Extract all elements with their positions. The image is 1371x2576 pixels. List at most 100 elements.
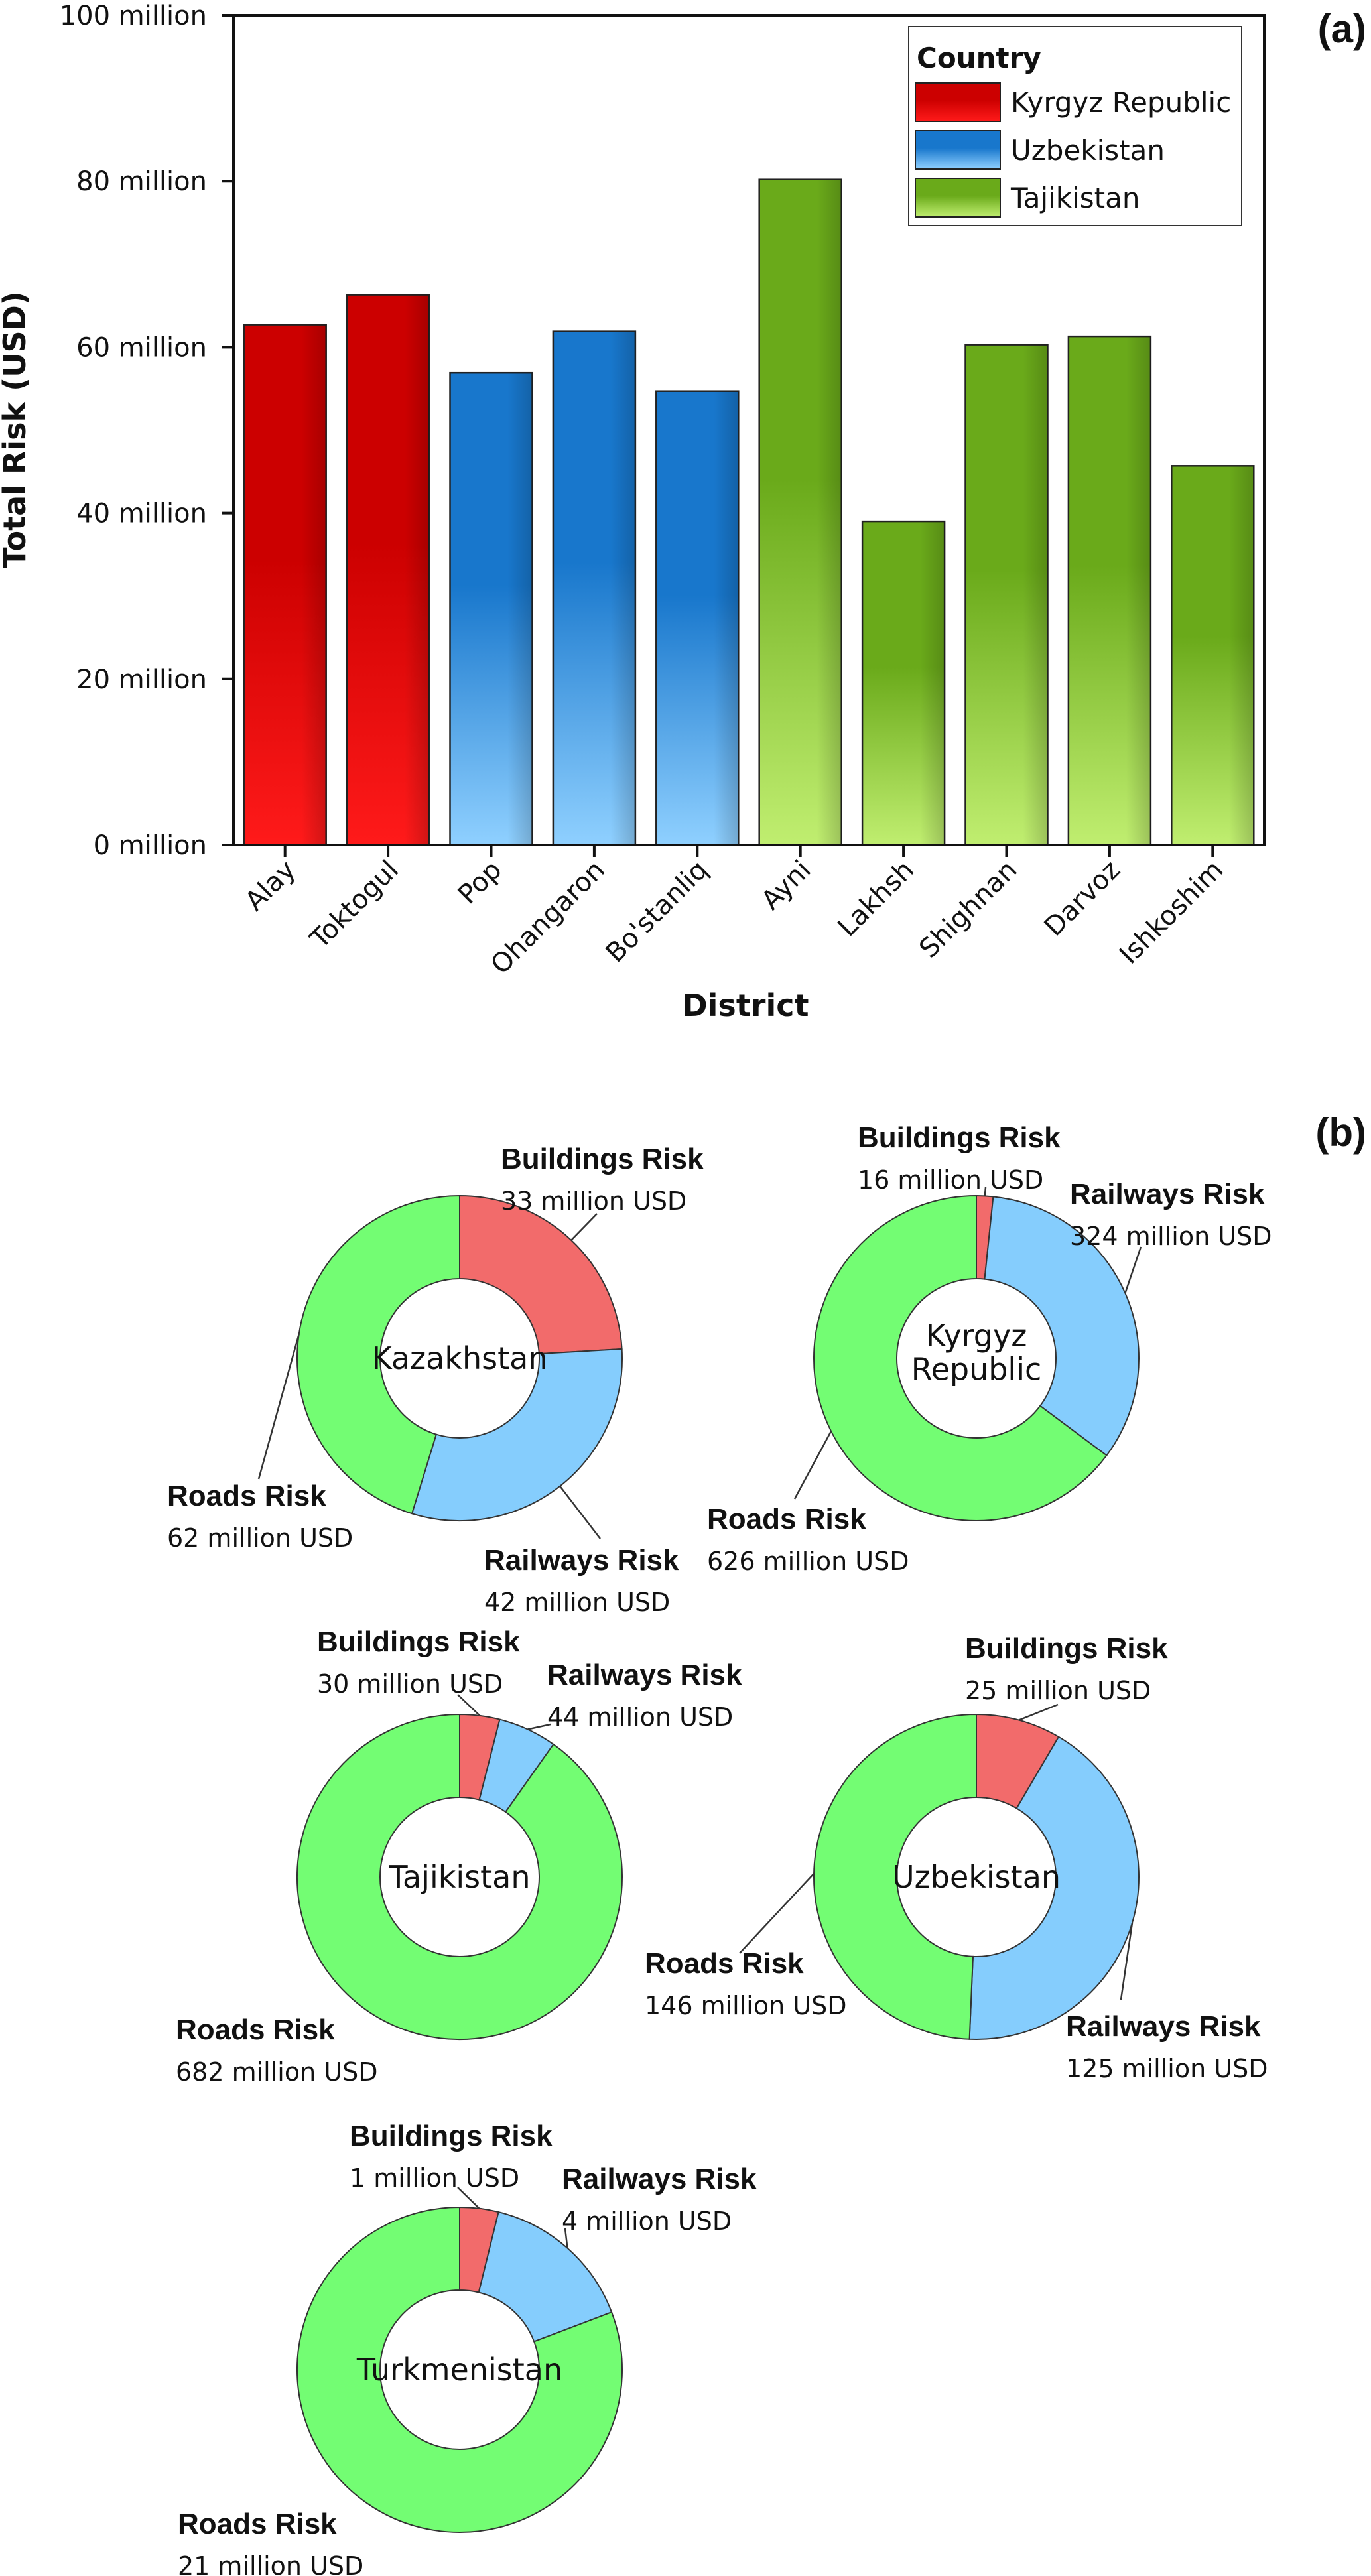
x-tick-label-darvoz: Darvoz xyxy=(1039,855,1126,942)
y-tick-label: 0 million xyxy=(94,830,207,861)
slice-value-label: 33 million USD xyxy=(501,1187,686,1216)
leader-line xyxy=(1120,1923,1134,2000)
slice-value-label: 626 million USD xyxy=(707,1547,909,1576)
bar-shading-darvoz xyxy=(1068,336,1151,846)
donut-charts: Buildings Risk 33 million USD Railways Ris… xyxy=(167,1122,1272,2576)
slice-value-label: 44 million USD xyxy=(547,1703,733,1732)
bar-shading-lakhsh xyxy=(862,521,945,845)
leader-line xyxy=(564,2228,568,2248)
y-tick-label: 20 million xyxy=(76,665,207,695)
plot-frame xyxy=(232,14,1266,846)
slice-label: Roads Risk xyxy=(176,2014,335,2046)
slice-uzbekistan-roads-risk xyxy=(813,1713,977,2040)
slice-label: Roads Risk xyxy=(178,2508,337,2540)
donut-center-label: Uzbekistan xyxy=(892,1859,1061,1895)
donut-center-label: Kyrgyz Republic xyxy=(911,1318,1042,1387)
donut-center-label: Tajikistan xyxy=(389,1859,531,1895)
bar-shading-bo-stanliq xyxy=(656,391,739,845)
panel-label-b: (b) xyxy=(1315,1110,1366,1155)
donut-center-label: Kazakhstan xyxy=(371,1340,547,1376)
donut-uzbekistan: Buildings Risk 25 million USD Railways Ris… xyxy=(645,1632,1268,2083)
slice-value-label: 30 million USD xyxy=(317,1669,503,1699)
slice-label: Roads Risk xyxy=(645,1947,804,1980)
leader-line xyxy=(457,2187,480,2209)
x-tick-label-lakhsh: Lakhsh xyxy=(832,855,921,943)
slice-value-label: 62 million USD xyxy=(167,1523,353,1553)
slice-label: Buildings Risk xyxy=(350,2120,553,2152)
slice-turkmenistan-railways-risk xyxy=(478,2211,613,2343)
y-tick-label: 80 million xyxy=(76,166,207,197)
slice-value-label: 682 million USD xyxy=(176,2057,377,2087)
y-axis-title: Total Risk (USD) xyxy=(0,291,33,568)
bar-shading-alay xyxy=(243,324,326,845)
legend-swatch-kyrgyz-republic xyxy=(915,82,1001,122)
leader-line xyxy=(1018,1703,1059,1721)
legend-label-uzbekistan: Uzbekistan xyxy=(1011,134,1165,166)
slice-value-label: 146 million USD xyxy=(645,1991,846,2020)
slice-value-label: 4 million USD xyxy=(562,2207,732,2236)
donut-center-label: Turkmenistan xyxy=(356,2352,562,2388)
leader-line xyxy=(793,1431,832,1500)
bar-chart: 0 million 20 million 40 million 60 million 8… xyxy=(0,1,1266,1023)
x-tick-label-pop: Pop xyxy=(452,855,508,911)
x-tick-label-ishkoshim: Ishkoshim xyxy=(1114,855,1229,970)
slice-label: Buildings Risk xyxy=(501,1143,704,1175)
leader-line xyxy=(559,1486,601,1539)
legend-swatch-uzbekistan xyxy=(915,130,1001,170)
slice-kazakhstan-railways-risk xyxy=(411,1348,623,1521)
donut-kyrgyz-republic: Buildings Risk 16 million USD Railways Ris… xyxy=(707,1122,1272,1576)
bar-shading-ishkoshim xyxy=(1171,466,1254,845)
slice-label: Railways Risk xyxy=(547,1659,742,1691)
leader-line xyxy=(984,1187,987,1196)
slice-label: Railways Risk xyxy=(1070,1178,1265,1210)
y-tick-label: 100 million xyxy=(60,1,207,31)
y-axis: 0 million 20 million 40 million 60 million 8… xyxy=(60,1,233,861)
donut-kazakhstan: Buildings Risk 33 million USD Railways Ris… xyxy=(167,1143,704,1617)
leader-line xyxy=(257,1334,300,1480)
slice-label: Railways Risk xyxy=(1066,2010,1261,2043)
legend-label-kyrgyz-republic: Kyrgyz Republic xyxy=(1011,86,1231,119)
slice-label: Railways Risk xyxy=(484,1544,679,1577)
slice-label: Buildings Risk xyxy=(858,1122,1061,1154)
bar-shading-shighnan xyxy=(965,344,1048,845)
x-tick-label-alay: Alay xyxy=(239,855,302,917)
bar-shading-ohangaron xyxy=(553,331,635,846)
legend-title: Country xyxy=(917,42,1041,74)
leader-line xyxy=(1124,1246,1142,1294)
donut-turkmenistan: Buildings Risk 1 million USD Railways Risk… xyxy=(178,2120,757,2576)
panel-label-a: (a) xyxy=(1318,7,1366,51)
slice-value-label: 25 million USD xyxy=(965,1676,1151,1705)
slice-label: Roads Risk xyxy=(707,1503,866,1535)
x-axis-title: District xyxy=(682,988,809,1023)
leader-line xyxy=(739,1872,815,1954)
leader-line xyxy=(527,1723,551,1730)
slice-value-label: 42 million USD xyxy=(484,1588,670,1617)
slice-kyrgyz-republic-roads-risk xyxy=(813,1194,1108,1521)
slice-uzbekistan-railways-risk xyxy=(968,1736,1140,2040)
slice-tajikistan-roads-risk xyxy=(296,1713,623,2040)
bar-shading-ayni xyxy=(759,179,842,845)
legend-swatch-tajikistan xyxy=(915,178,1001,218)
slice-kazakhstan-buildings-risk xyxy=(459,1194,623,1355)
legend-label-tajikistan: Tajikistan xyxy=(1010,182,1140,214)
slice-kyrgyz-republic-railways-risk xyxy=(984,1196,1140,1456)
slice-value-label: 16 million USD xyxy=(858,1165,1043,1194)
slice-kazakhstan-roads-risk xyxy=(296,1194,460,1515)
bar-series-group xyxy=(243,178,1255,846)
slice-value-label: 125 million USD xyxy=(1066,2054,1268,2083)
slice-label: Roads Risk xyxy=(167,1480,326,1512)
x-tick-label-bo-stanliq: Bo'stanliq xyxy=(600,855,714,969)
slice-value-label: 21 million USD xyxy=(178,2551,363,2576)
slice-label: Buildings Risk xyxy=(965,1632,1168,1665)
slice-turkmenistan-roads-risk xyxy=(296,2206,623,2533)
y-tick-label: 40 million xyxy=(76,499,207,529)
bar-shading-pop xyxy=(450,373,533,845)
slice-value-label: 324 million USD xyxy=(1070,1222,1272,1251)
leader-line xyxy=(570,1213,598,1241)
slice-label: Buildings Risk xyxy=(317,1626,520,1658)
leader-line xyxy=(457,1694,481,1716)
y-tick-label: 60 million xyxy=(76,332,207,363)
x-tick-label-shighnan: Shighnan xyxy=(913,855,1023,964)
